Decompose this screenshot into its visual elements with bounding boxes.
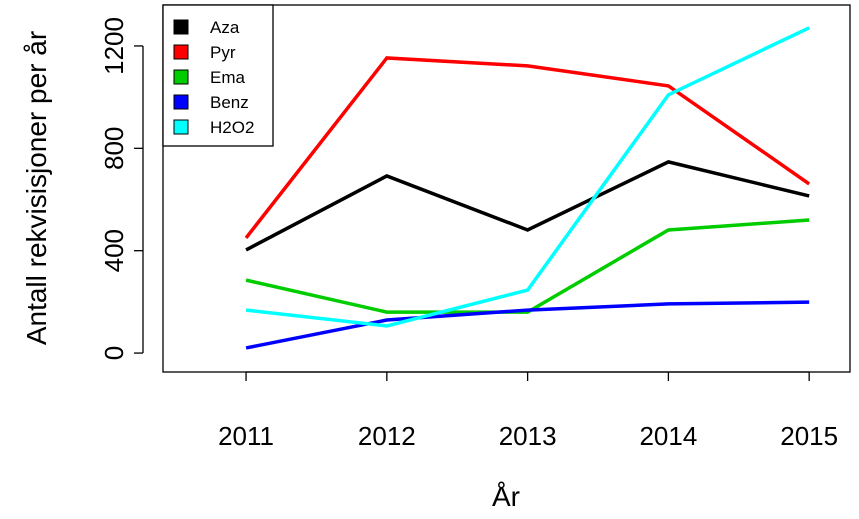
legend-swatch <box>173 44 189 60</box>
series-line <box>245 26 810 328</box>
legend-label: Pyr <box>210 43 236 62</box>
series-line <box>245 300 810 350</box>
x-tick-label: 2011 <box>218 421 274 451</box>
legend-swatch <box>173 119 189 135</box>
legend-swatch <box>173 94 189 110</box>
legend-label: Aza <box>210 18 240 37</box>
y-axis-label: Antall rekvisisjoner per år <box>21 31 52 345</box>
legend-label: Benz <box>210 93 249 112</box>
series-line <box>244 56 811 239</box>
legend-swatch <box>173 19 189 35</box>
legend-label: Ema <box>210 68 246 87</box>
x-tick-label: 2012 <box>358 421 416 451</box>
y-tick-label: 0 <box>99 346 129 360</box>
x-axis-label: År <box>492 481 520 512</box>
legend-label: H2O2 <box>210 118 254 137</box>
y-tick-label: 800 <box>99 127 129 170</box>
series-line <box>245 160 810 252</box>
x-tick-label: 2013 <box>499 421 557 451</box>
x-tick-label: 2015 <box>780 421 838 451</box>
y-tick-label: 400 <box>99 229 129 272</box>
series-line <box>245 218 810 314</box>
y-tick-label: 1200 <box>99 17 129 75</box>
legend-swatch <box>173 69 189 85</box>
x-tick-label: 2014 <box>639 421 697 451</box>
